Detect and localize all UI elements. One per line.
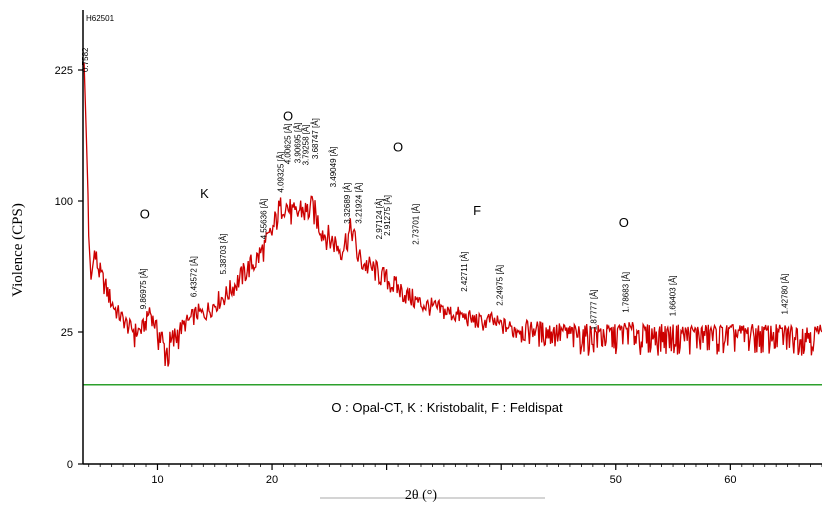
- peak-label: 2.24975 [Å]: [495, 265, 504, 306]
- x-tick-label: 10: [151, 474, 163, 486]
- phase-markers: O K O O F O: [140, 108, 629, 230]
- y-tick-label: 0: [67, 459, 73, 471]
- peak-label: 4.55636 [Å]: [259, 198, 268, 239]
- peak-label: 4.09325 [Å]: [277, 152, 286, 193]
- y-tick-labels: 0 25 100 225: [55, 65, 73, 471]
- x-tick-labels: 10 20 50 60: [151, 474, 736, 486]
- peak-label: 3.32689 [Å]: [343, 183, 352, 224]
- peak-label: 3.90695 [Å]: [294, 122, 303, 163]
- peak-labels: 9.86975 [Å] 6.43572 [Å] 5.38703 [Å] 4.55636…: [139, 118, 790, 330]
- left-edge-labels: H62501 0.7582: [81, 14, 115, 72]
- peak-label: 2.42711 [Å]: [460, 251, 469, 291]
- x-tick-label: 20: [266, 474, 278, 486]
- phase-marker: O: [393, 140, 403, 155]
- phase-marker: K: [200, 186, 209, 201]
- peak-label: 2.97124 [Å]: [375, 198, 384, 239]
- y-tick-label: 100: [55, 196, 73, 208]
- x-axis-label: 2θ (°): [405, 488, 437, 503]
- peak-label: 6.43572 [Å]: [189, 256, 198, 297]
- sample-id-label: H62501: [86, 14, 115, 23]
- edge-peak-label: 0.7582: [81, 47, 90, 72]
- peak-label: 1.78683 [Å]: [621, 272, 630, 313]
- phase-marker: O: [619, 215, 629, 230]
- peak-label: 2.73701 [Å]: [412, 204, 421, 245]
- y-tick-label: 25: [61, 327, 73, 339]
- peak-label: 9.86975 [Å]: [139, 268, 148, 309]
- peak-label: 2.91275 [Å]: [383, 195, 392, 236]
- peak-label: 3.49049 [Å]: [329, 146, 338, 187]
- x-tick-label: 60: [724, 474, 736, 486]
- peak-label: 3.21924 [Å]: [354, 183, 363, 224]
- phase-marker: O: [140, 206, 150, 221]
- y-axis-label: Violence (CPS): [10, 203, 26, 297]
- legend-text: O : Opal-CT, K : Kristobalit, F : Feldis…: [331, 400, 563, 415]
- peak-label: 1.42780 [Å]: [781, 274, 790, 315]
- peak-label: 3.68747 [Å]: [311, 118, 320, 159]
- diffraction-curve: [83, 62, 822, 367]
- phase-marker: O: [283, 108, 293, 123]
- peak-label: 1.87777 [Å]: [589, 289, 598, 330]
- peak-label: 4.00625 [Å]: [283, 123, 292, 164]
- phase-marker: F: [473, 203, 481, 218]
- peak-label: 1.66403 [Å]: [668, 275, 677, 316]
- y-tick-label: 225: [55, 65, 73, 77]
- peak-label: 3.79258 [Å]: [302, 124, 311, 165]
- peak-label: 5.38703 [Å]: [219, 233, 228, 274]
- x-tick-label: 50: [610, 474, 622, 486]
